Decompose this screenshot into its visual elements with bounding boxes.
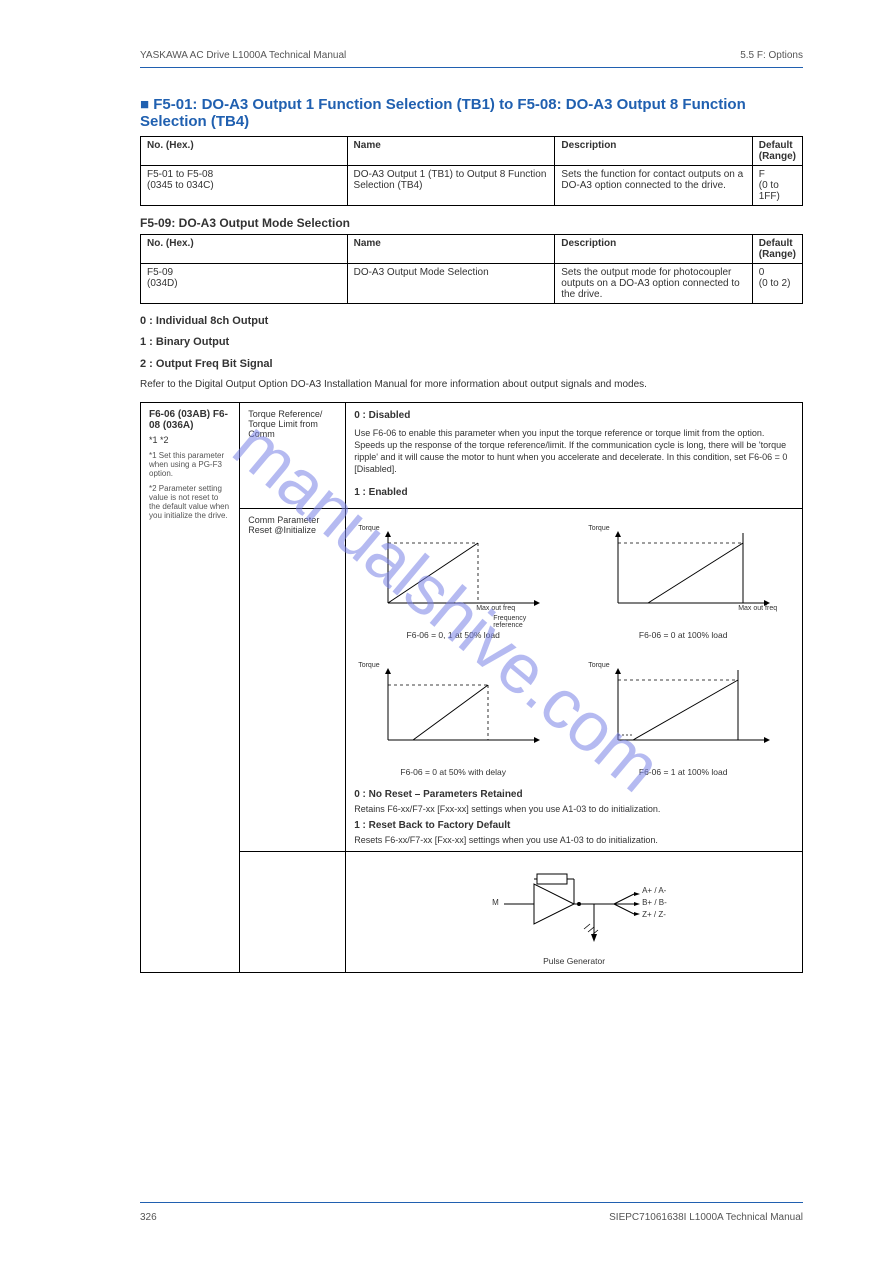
chart-1-xl: Frequency reference <box>493 615 548 629</box>
chart-2-xr: Max out freq <box>738 605 777 612</box>
fn-2: *2 Parameter setting value is not reset … <box>149 484 231 520</box>
cell-desc: Sets the function for contact outputs on… <box>555 166 752 206</box>
th-no: No. (Hex.) <box>141 137 348 166</box>
cell-desc: Sets the output mode for photocoupler ou… <box>555 264 752 304</box>
header-rule <box>140 67 803 68</box>
block2-name: Comm Parameter Reset @Initialize <box>240 509 346 852</box>
page: YASKAWA AC Drive L1000A Technical Manual… <box>0 0 893 1263</box>
chart-2-yl: Torque <box>588 525 609 532</box>
footer: 326 SIEPC71061638I L1000A Technical Manu… <box>140 1212 803 1223</box>
mode-2: 2 : Output Freq Bit Signal <box>140 357 803 372</box>
block1-content: 0 : Disabled Use F6-06 to enable this pa… <box>346 403 803 509</box>
chart-1-yl: Torque <box>358 525 379 532</box>
cell-name: DO-A3 Output Mode Selection <box>347 264 555 304</box>
servo-lab-z: Z+ / Z- <box>642 910 666 919</box>
layout-row-3: A+ / A- B+ / B- Z+ / Z- M Pulse Generato… <box>141 852 803 973</box>
table-row: F5-09 (034D) DO-A3 Output Mode Selection… <box>141 264 803 304</box>
b1-mode1: 1 : Enabled <box>354 487 794 498</box>
th-desc: Description <box>555 235 752 264</box>
chart-3: Torque <box>358 660 548 765</box>
b2-m1-label: 1 : Reset Back to Factory Default <box>354 820 794 831</box>
b2-m1-desc: Resets F6-xx/F7-xx [Fxx-xx] settings whe… <box>354 835 794 845</box>
servo-svg <box>464 864 684 954</box>
servo-caption: Pulse Generator <box>354 956 794 966</box>
header-right: 5.5 F: Options <box>740 50 803 61</box>
footer-left: 326 <box>140 1212 157 1223</box>
table-f5-01: No. (Hex.) Name Description Default (Ran… <box>140 136 803 206</box>
th-def: Default (Range) <box>752 235 802 264</box>
cell-no: F5-01 to F5-08 (0345 to 034C) <box>141 166 348 206</box>
chart-4: Torque <box>588 660 778 765</box>
table-f5-09: No. (Hex.) Name Description Default (Ran… <box>140 234 803 304</box>
th-name: Name <box>347 235 555 264</box>
chart-2-svg <box>588 523 778 618</box>
table-header-row: No. (Hex.) Name Description Default (Ran… <box>141 137 803 166</box>
th-desc: Description <box>555 137 752 166</box>
table-header-row: No. (Hex.) Name Description Default (Ran… <box>141 235 803 264</box>
chart-2-wrap: Torque Max out freq F6-06 = 0 at 100% lo… <box>588 523 778 640</box>
fn-1: *1 Set this parameter when using a PG-F3… <box>149 451 231 478</box>
section-title: ■ F5-01: DO-A3 Output 1 Function Selecti… <box>140 96 803 130</box>
chart-3-svg <box>358 660 548 755</box>
b1-desc: Use F6-06 to enable this parameter when … <box>354 427 794 476</box>
chart-grid: Torque Max out freq Frequency reference … <box>358 523 794 777</box>
footer-rule <box>140 1202 803 1203</box>
cell-no: F5-09 (034D) <box>141 264 348 304</box>
chart-2-caption: F6-06 = 0 at 100% load <box>588 630 778 640</box>
block1-name: Torque Reference/ Torque Limit from Comm <box>240 403 346 509</box>
b2-m0-label: 0 : No Reset – Parameters Retained <box>354 789 794 800</box>
section-text: F5-01: DO-A3 Output 1 Function Selection… <box>140 96 746 130</box>
chart-4-svg <box>588 660 778 755</box>
b2-m0-desc: Retains F6-xx/F7-xx [Fxx-xx] settings wh… <box>354 804 794 814</box>
cell-def: 0 (0 to 2) <box>752 264 802 304</box>
fn-mark-1: *1 <box>149 435 158 445</box>
pno-cell: F6-06 (03AB) F6-08 (036A) *1 *2 *1 Set t… <box>141 403 240 973</box>
chart-4-caption: F6-06 = 1 at 100% load <box>588 767 778 777</box>
layout-row-2: Comm Parameter Reset @Initialize <box>141 509 803 852</box>
servo-diagram: A+ / A- B+ / B- Z+ / Z- M <box>464 864 684 954</box>
chart-4-yl: Torque <box>588 662 609 669</box>
f6-layout-table: F6-06 (03AB) F6-08 (036A) *1 *2 *1 Set t… <box>140 402 803 973</box>
footer-right: SIEPC71061638I L1000A Technical Manual <box>609 1212 803 1223</box>
servo-cell: A+ / A- B+ / B- Z+ / Z- M Pulse Generato… <box>346 852 803 973</box>
charts-cell: Torque Max out freq Frequency reference … <box>346 509 803 852</box>
chart-1-caption: F6-06 = 0, 1 at 50% load <box>358 630 548 640</box>
b1-mode0: 0 : Disabled <box>354 409 794 423</box>
chart-4-wrap: Torque F6-06 = 1 at 100% load <box>588 660 778 777</box>
fn-mark-2: *2 <box>160 435 169 445</box>
chart-3-wrap: Torque F6-06 = 0 at 50% with delay <box>358 660 548 777</box>
th-def: Default (Range) <box>752 137 802 166</box>
servo-lab-a: A+ / A- <box>642 886 666 895</box>
chart-1-wrap: Torque Max out freq Frequency reference … <box>358 523 548 640</box>
th-no: No. (Hex.) <box>141 235 348 264</box>
servo-name <box>240 852 346 973</box>
cell-def: F (0 to 1FF) <box>752 166 802 206</box>
pno-text: F6-06 (03AB) F6-08 (036A) <box>149 409 231 431</box>
table-row: F5-01 to F5-08 (0345 to 034C) DO-A3 Outp… <box>141 166 803 206</box>
chart-1-svg <box>358 523 548 618</box>
header-left: YASKAWA AC Drive L1000A Technical Manual <box>140 50 346 61</box>
chart-2: Torque Max out freq <box>588 523 778 628</box>
mode-1: 1 : Binary Output <box>140 335 803 350</box>
servo-in: M <box>492 898 499 907</box>
chart-1: Torque Max out freq Frequency reference <box>358 523 548 628</box>
th-name: Name <box>347 137 555 166</box>
cell-name: DO-A3 Output 1 (TB1) to Output 8 Functio… <box>347 166 555 206</box>
layout-row-1: F6-06 (03AB) F6-08 (036A) *1 *2 *1 Set t… <box>141 403 803 509</box>
chart-3-caption: F6-06 = 0 at 50% with delay <box>358 767 548 777</box>
header: YASKAWA AC Drive L1000A Technical Manual… <box>140 50 803 61</box>
mode-0: 0 : Individual 8ch Output <box>140 314 803 329</box>
chart-1-xr: Max out freq <box>476 605 515 612</box>
chart-3-yl: Torque <box>358 662 379 669</box>
note: Refer to the Digital Output Option DO-A3… <box>140 378 803 392</box>
section-prefix: ■ <box>140 96 149 113</box>
subsection-title: F5-09: DO-A3 Output Mode Selection <box>140 216 803 230</box>
servo-lab-b: B+ / B- <box>642 898 667 907</box>
